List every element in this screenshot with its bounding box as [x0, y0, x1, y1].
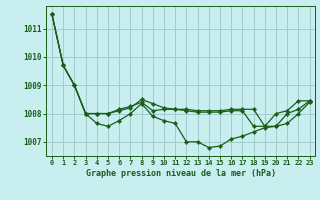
X-axis label: Graphe pression niveau de la mer (hPa): Graphe pression niveau de la mer (hPa)	[86, 169, 276, 178]
